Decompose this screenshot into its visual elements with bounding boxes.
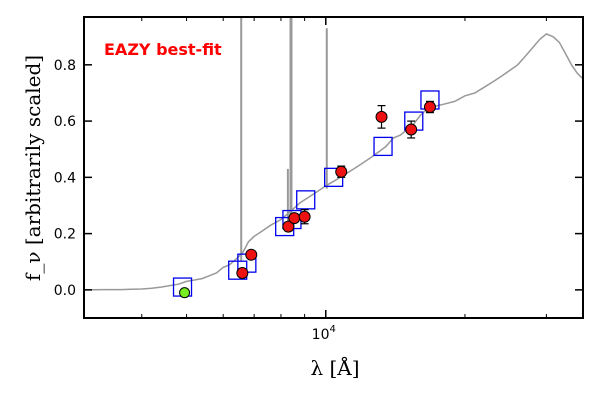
y-tick-label: 0.2 bbox=[54, 227, 76, 243]
y-tick-label: 0.4 bbox=[54, 170, 76, 186]
y-axis-label: f_ν [arbitrarily scaled] bbox=[21, 55, 45, 281]
plot-area bbox=[84, 17, 583, 299]
model-flux-box bbox=[296, 190, 316, 210]
model-flux-box bbox=[373, 136, 393, 157]
plot-frame bbox=[83, 16, 584, 319]
observed-flux-point bbox=[288, 212, 301, 225]
y-tick-label: 0.0 bbox=[54, 283, 76, 299]
y-tick-label: 0.8 bbox=[54, 58, 76, 74]
axes-layer: 0.0 0.2 0.4 0.6 0.8 104 bbox=[54, 16, 584, 343]
y-tick-label: 0.6 bbox=[54, 114, 76, 130]
observed-flux-point bbox=[236, 266, 249, 279]
plot-layer bbox=[84, 17, 583, 299]
observed-flux-point bbox=[405, 123, 418, 136]
observed-flux-point bbox=[335, 165, 348, 178]
upper-limit-point bbox=[179, 287, 191, 299]
observed-flux-point bbox=[423, 101, 436, 114]
x-tick-label: 104 bbox=[312, 324, 336, 343]
template-spectrum-line bbox=[84, 33, 583, 291]
observed-flux-point bbox=[375, 110, 388, 123]
observed-flux-point bbox=[298, 210, 311, 223]
annotation-eazy-best-fit: EAZY best-fit bbox=[104, 40, 222, 59]
x-axis-label: λ [Å] bbox=[310, 355, 359, 380]
observed-flux-point bbox=[245, 248, 258, 261]
observed-flux-point bbox=[282, 220, 295, 233]
